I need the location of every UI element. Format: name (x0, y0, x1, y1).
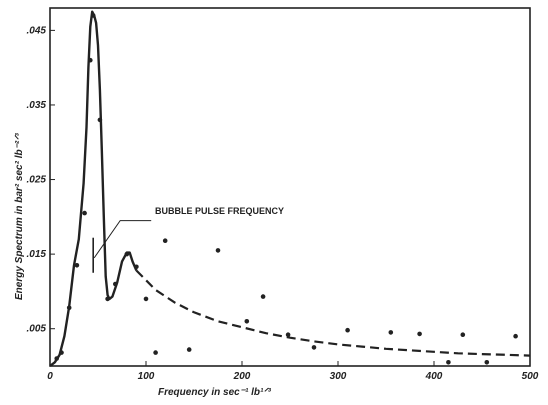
measured-spectrum-curve (49, 10, 138, 367)
plot-border (49, 7, 531, 367)
data-point (388, 330, 394, 335)
data-point (74, 263, 80, 268)
data-point (285, 332, 291, 338)
data-point (124, 251, 130, 257)
data-point (345, 327, 350, 333)
data-point (88, 57, 93, 63)
y-tick-label: .015 (27, 249, 47, 260)
data-point (153, 350, 158, 355)
data-point (113, 281, 118, 287)
x-tick-label: 200 (233, 371, 251, 382)
x-tick-label: 500 (522, 371, 539, 382)
data-point (97, 117, 103, 123)
data-point (54, 356, 59, 361)
data-point (90, 13, 96, 18)
y-axis-title: Energy Spectrum in bar² sec² lb⁻²ᐟ³ (14, 133, 25, 300)
x-tick-label: 100 (138, 371, 155, 382)
data-point (143, 296, 149, 302)
bubble-pulse-leader (93, 220, 152, 259)
x-tick-label: 0 (47, 371, 53, 382)
data-point (484, 360, 490, 365)
data-point (66, 305, 72, 311)
data-point (215, 248, 221, 253)
plot-frame (49, 7, 531, 367)
y-axis-ticks: .005 .015 .025 .035 .045 (27, 25, 55, 335)
x-tick-label: 300 (330, 371, 347, 382)
curves (49, 10, 531, 367)
annotation: BUBBLE PULSE FREQUENCY (92, 206, 284, 273)
data-point (82, 210, 87, 216)
x-axis-title: Frequency in sec⁻¹ lb¹ᐟ³ (158, 387, 272, 398)
data-point (244, 319, 250, 324)
data-point (260, 294, 266, 299)
bubble-pulse-label: BUBBLE PULSE FREQUENCY (155, 206, 284, 216)
y-tick-label: .035 (27, 100, 47, 111)
data-point (186, 347, 192, 352)
data-point (105, 296, 110, 302)
x-axis-ticks: 0 100 200 300 400 500 (47, 361, 539, 382)
data-point (446, 360, 451, 365)
y-tick-label: .025 (27, 175, 47, 186)
x-tick-label: 400 (425, 371, 443, 382)
data-point (311, 345, 317, 350)
y-tick-label: .045 (27, 25, 47, 36)
data-point (162, 238, 168, 243)
data-point (134, 264, 139, 270)
y-tick-label: .005 (27, 324, 47, 335)
data-point (417, 331, 422, 337)
data-points (54, 13, 518, 365)
data-point (513, 333, 518, 339)
data-point (460, 332, 466, 338)
fitted-spectrum-curve (135, 269, 531, 357)
data-point (59, 350, 64, 355)
